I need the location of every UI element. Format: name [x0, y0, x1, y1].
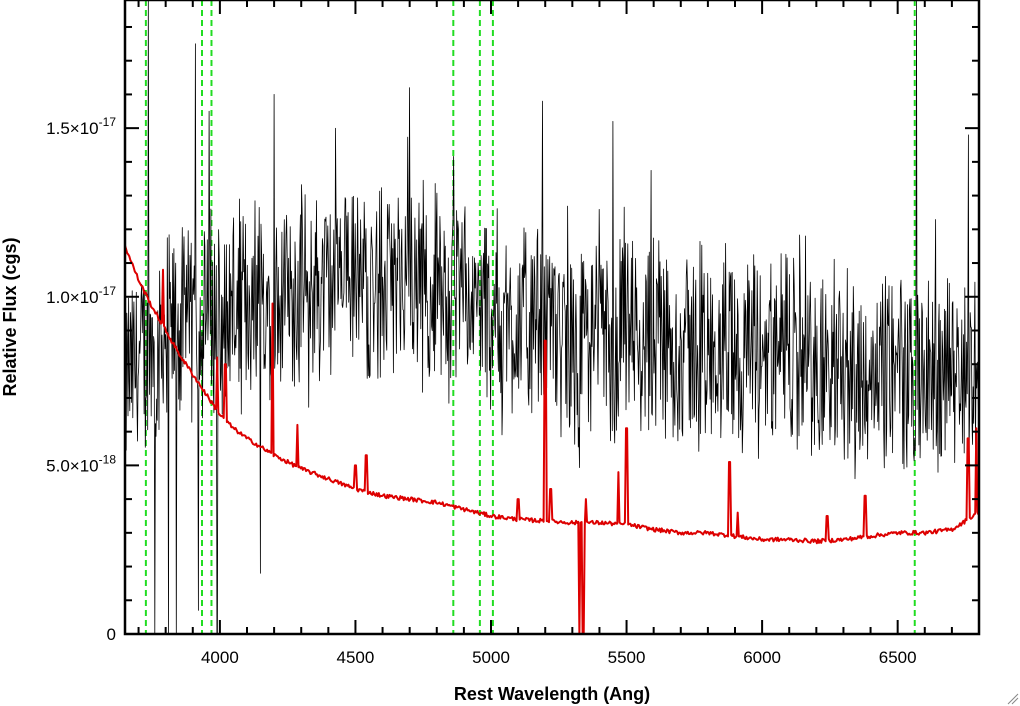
y-tick-label: 5.0×10-18: [46, 452, 116, 475]
series-line-1: [125, 245, 979, 634]
axes: [123, 0, 981, 636]
x-tick-label: 4500: [337, 648, 375, 667]
y-axis-title: Relative Flux (cgs): [0, 237, 20, 396]
plot-area: [125, 0, 979, 634]
y-tick-label: 1.5×10-17: [46, 115, 116, 138]
reference-lines: [144, 0, 916, 634]
y-tick-label: 0: [107, 625, 116, 644]
x-tick-label: 5000: [472, 648, 510, 667]
x-tick-label: 5500: [608, 648, 646, 667]
x-axis-title: Rest Wavelength (Ang): [454, 684, 650, 704]
x-tick-label: 6500: [879, 648, 917, 667]
x-tick-label: 4000: [201, 648, 239, 667]
series-line-0: [125, 0, 979, 634]
x-tick-label: 6000: [743, 648, 781, 667]
x-ticks: 4000 4500 5000 5500 6000 6500: [137, 0, 980, 667]
resize-grip-icon[interactable]: [1007, 693, 1019, 705]
plot-frame: [123, 0, 981, 636]
series-group: [125, 0, 979, 634]
y-tick-label: 1.0×10-17: [46, 284, 116, 307]
